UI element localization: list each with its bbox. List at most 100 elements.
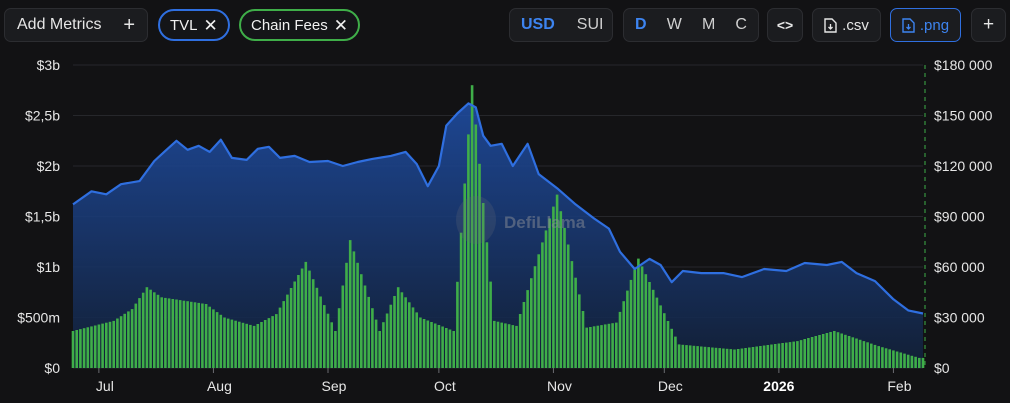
chain-fees-bar (193, 302, 197, 368)
chain-fees-bar (877, 346, 880, 368)
chain-fees-bar (833, 331, 836, 368)
y-left-tick-label: $500m (17, 310, 60, 326)
chain-fees-bar (836, 332, 840, 368)
close-icon[interactable]: ✕ (333, 15, 348, 35)
chain-fees-bar (315, 287, 319, 368)
tvl-line (72, 102, 924, 315)
chain-fees-bar (197, 302, 200, 368)
chain-fees-bar (282, 301, 285, 368)
chain-fees-bar (319, 296, 322, 368)
code-icon: <> (776, 17, 794, 33)
chain-fees-bar (700, 346, 703, 368)
currency-toggle: USD SUI (509, 8, 613, 42)
period-option-week[interactable]: W (666, 16, 682, 33)
chain-fees-bar (592, 326, 596, 368)
more-options-button[interactable]: + (971, 8, 1006, 42)
chain-fees-bar (785, 342, 788, 368)
tvl-area-fill (73, 103, 923, 369)
chain-fees-bar (659, 305, 662, 368)
period-option-day[interactable]: D (635, 16, 647, 33)
metric-pill-chain-fees[interactable]: Chain Fees ✕ (239, 9, 360, 41)
chain-fees-bar (688, 345, 692, 368)
x-tick-label: Oct (434, 378, 456, 394)
chain-fees-bar (899, 352, 903, 368)
period-option-cumulative[interactable]: C (735, 16, 747, 33)
chain-fees-bar (770, 344, 773, 368)
chain-fees-bar (640, 266, 644, 368)
y-left-tick-label: $0 (44, 360, 60, 376)
chain-fees-bar (378, 331, 381, 368)
chain-fees-bar (108, 321, 112, 368)
chain-fees-bar (241, 322, 245, 368)
chain-fees-bar (895, 351, 899, 368)
chart-toolbar: Add Metrics + TVL ✕ Chain Fees ✕ USD SUI… (0, 0, 1010, 52)
add-metrics-button[interactable]: Add Metrics + (4, 8, 148, 42)
chain-fees-bar (677, 344, 681, 368)
chain-fees-bar (496, 321, 500, 368)
chain-fees-bar (651, 289, 655, 368)
chain-fees-bar (278, 307, 282, 368)
metric-pill-tvl[interactable]: TVL ✕ (158, 9, 230, 41)
chain-fees-bar (474, 124, 478, 368)
metric-pill-tvl-label: TVL (170, 16, 198, 34)
chain-fees-bar (751, 347, 755, 368)
close-icon[interactable]: ✕ (203, 15, 218, 35)
y-right-tick-label: $0 (934, 360, 950, 376)
chain-fees-bar (578, 294, 581, 368)
chain-fees-bar (537, 254, 540, 368)
chain-fees-bar (175, 299, 178, 368)
chain-fees-bar (167, 298, 171, 368)
chain-fees-bar (692, 345, 696, 368)
chain-fees-bar (736, 349, 740, 368)
chain-fees-bar (906, 354, 910, 368)
defillama-watermark: DefiLlama (456, 196, 586, 244)
download-png-button[interactable]: .png (890, 8, 961, 42)
chain-fees-bar (445, 328, 448, 368)
chain-fees-bar (252, 325, 256, 368)
chain-fees-bar (271, 316, 274, 368)
chain-fees-bar (426, 320, 430, 368)
chain-fees-bar (744, 348, 747, 368)
watermark-text: DefiLlama (504, 213, 586, 232)
download-csv-button[interactable]: .csv (812, 8, 881, 42)
chain-fees-bar (548, 218, 551, 368)
chain-fees-bar (304, 261, 308, 368)
chain-fees-bar (777, 343, 781, 368)
chain-fees-bar (866, 342, 869, 368)
file-icon (824, 17, 837, 33)
chain-fees-bar (903, 353, 906, 368)
chain-fees-bar (666, 321, 670, 368)
chain-fees-bar (603, 324, 607, 368)
chain-fees-bar (164, 297, 167, 368)
chain-fees-bar (803, 339, 806, 368)
chain-fees-bar (330, 322, 333, 368)
embed-button[interactable]: <> (767, 8, 803, 42)
chain-fees-bar (504, 323, 507, 368)
y-right-tick-label: $30 000 (934, 310, 985, 326)
chain-fees-bar (367, 296, 370, 368)
chain-fees-bar (389, 304, 393, 368)
chain-fees-bar (323, 305, 326, 368)
chain-fees-bar (452, 331, 455, 368)
chain-fees-bar (79, 329, 82, 368)
chain-fees-bar (123, 313, 126, 368)
y-right-tick-label: $180 000 (934, 57, 993, 73)
chain-fees-bar (293, 281, 296, 368)
chain-fees-bar (141, 292, 145, 368)
currency-option-sui[interactable]: SUI (576, 16, 604, 33)
chain-fees-bar (629, 279, 633, 368)
chain-fees-bar (888, 349, 891, 368)
currency-option-usd[interactable]: USD (521, 16, 555, 33)
chain-fees-bar (615, 322, 618, 368)
chain-fees-bar (921, 357, 925, 368)
chain-fees-bar (153, 292, 156, 369)
chain-fees-bar (855, 338, 858, 368)
chain-fees-bar (725, 348, 729, 368)
chain-fees-bar (219, 314, 223, 368)
period-option-month[interactable]: M (701, 16, 716, 33)
chain-fees-bar (748, 347, 751, 368)
chain-fees-bar (411, 307, 415, 368)
chain-fees-bar (844, 334, 847, 368)
chain-fees-bar (345, 262, 348, 368)
x-axis: Jul Aug Sep Oct Nov Dec 2026 Feb (96, 368, 912, 394)
